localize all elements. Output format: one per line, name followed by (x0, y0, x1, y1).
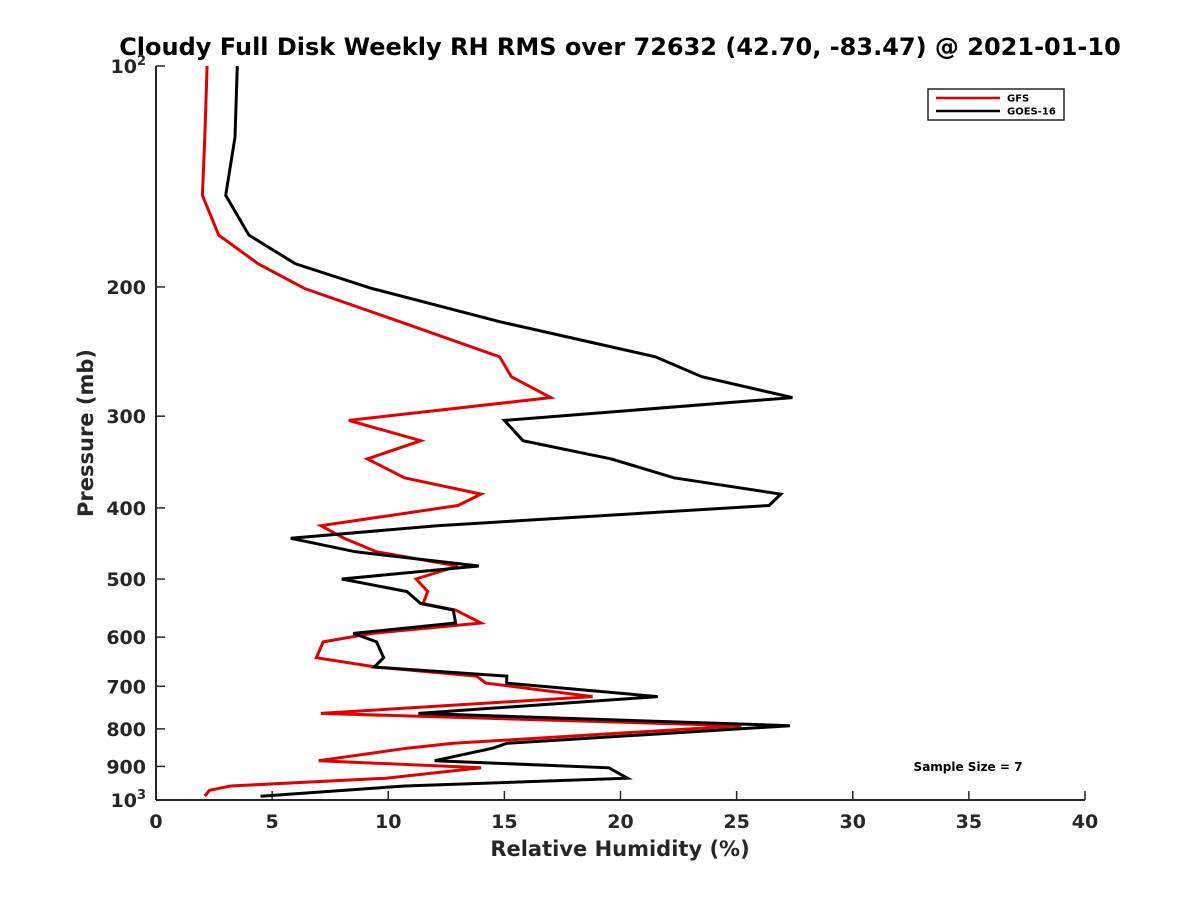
x-tick-label: 25 (723, 811, 749, 833)
legend-label-goes-16: GOES-16 (1007, 107, 1056, 118)
chart-title: Cloudy Full Disk Weekly RH RMS over 7263… (119, 33, 1121, 61)
y-axis-ticks: 102 200 300 400 500 600 700 800 900 103 (106, 54, 165, 812)
x-tick-label: 40 (1072, 811, 1098, 833)
x-axis-ticks: 0 5 10 15 20 25 30 35 40 (149, 791, 1098, 833)
sample-size-annotation: Sample Size = 7 (914, 760, 1023, 774)
series-line-gfs (200, 65, 742, 798)
y-tick-label: 400 (106, 498, 146, 520)
axes (155, 66, 1085, 801)
y-tick-label: 103 (111, 788, 147, 812)
x-tick-label: 5 (266, 811, 279, 833)
y-tick-label: 200 (106, 277, 146, 299)
plot-area (156, 66, 1085, 800)
y-tick-label: 300 (106, 406, 146, 428)
x-tick-label: 15 (491, 811, 517, 833)
x-tick-label: 10 (375, 811, 401, 833)
legend-box (927, 88, 1065, 121)
legend: GFS GOES-16 (927, 88, 1065, 121)
y-tick-label: 500 (106, 569, 146, 591)
y-tick-label: 700 (106, 676, 146, 698)
series-layer (200, 65, 793, 798)
x-tick-label: 35 (956, 811, 982, 833)
y-tick-label: 102 (111, 54, 147, 78)
x-axis-label: Relative Humidity (%) (490, 837, 749, 861)
y-axis-label: Pressure (mb) (74, 349, 98, 517)
x-tick-label: 0 (149, 811, 162, 833)
y-tick-label: 800 (106, 719, 146, 741)
legend-label-gfs: GFS (1007, 94, 1029, 105)
x-tick-label: 20 (607, 811, 633, 833)
y-tick-label: 600 (106, 627, 146, 649)
y-tick-label: 900 (106, 756, 146, 778)
series-line-goes-16 (224, 65, 793, 798)
x-tick-label: 30 (840, 811, 866, 833)
